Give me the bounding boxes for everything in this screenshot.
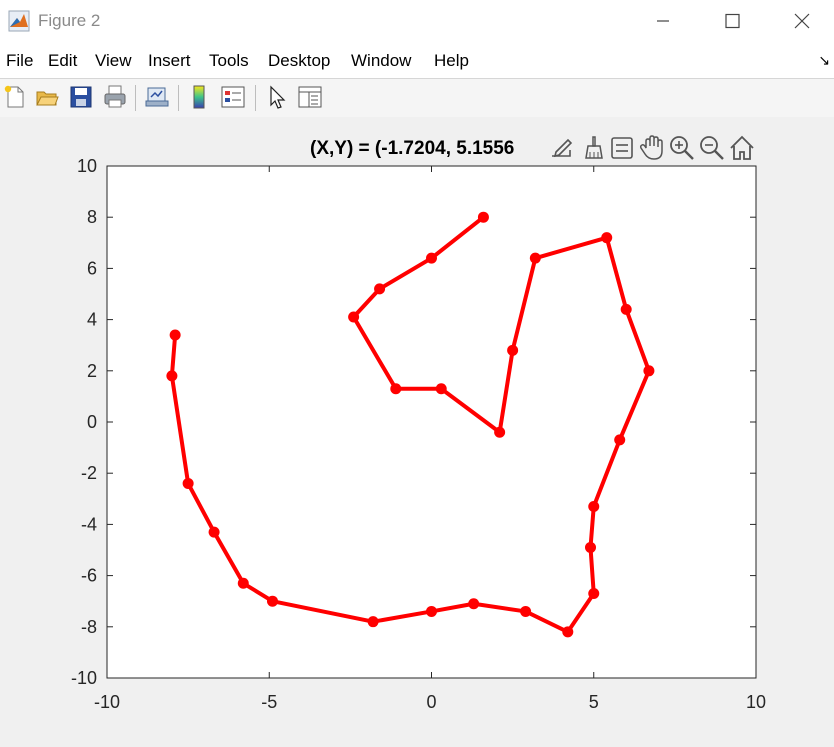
print-icon[interactable] <box>102 84 128 110</box>
insert-colorbar-icon[interactable] <box>186 84 212 110</box>
menu-tools[interactable]: Tools <box>209 51 249 70</box>
toolbar-separator <box>135 85 136 111</box>
open-file-icon[interactable] <box>34 84 60 110</box>
menu-window[interactable]: Window <box>351 51 412 70</box>
toolbar-separator <box>255 85 256 111</box>
menu-overflow-arrow[interactable]: ↘ <box>818 52 830 68</box>
menu-view[interactable]: View <box>95 51 132 70</box>
minimize-icon <box>657 20 669 22</box>
maximize-button[interactable] <box>709 6 755 36</box>
link-plot-icon[interactable] <box>144 84 170 110</box>
coordinate-readout: (X,Y) = (-1.7204, 5.1556 <box>310 138 515 159</box>
export-icon[interactable] <box>548 134 576 162</box>
figure-toolbar <box>0 78 834 118</box>
menu-edit[interactable]: Edit <box>48 51 78 70</box>
title-bar: Figure 2 <box>0 0 834 42</box>
home-restore-icon[interactable] <box>728 134 756 162</box>
zoom-in-icon[interactable] <box>668 134 696 162</box>
menu-insert[interactable]: Insert <box>148 51 191 70</box>
new-figure-icon[interactable] <box>2 84 28 110</box>
close-button[interactable] <box>779 6 825 36</box>
figure-canvas <box>0 117 834 747</box>
minimize-button[interactable] <box>640 6 686 36</box>
pan-hand-icon[interactable] <box>638 134 666 162</box>
window-title: Figure 2 <box>38 11 101 30</box>
zoom-out-icon[interactable] <box>698 134 726 162</box>
menu-file[interactable]: File <box>6 51 34 70</box>
menu-desktop[interactable]: Desktop <box>268 51 331 70</box>
brush-icon[interactable] <box>578 134 606 162</box>
menu-bar: File Edit View Insert Tools Desktop Wind… <box>0 42 834 78</box>
menu-help[interactable]: Help <box>434 51 469 70</box>
maximize-icon <box>725 13 740 29</box>
matlab-logo-icon <box>8 10 30 32</box>
property-inspector-icon[interactable] <box>297 84 323 110</box>
save-icon[interactable] <box>68 84 94 110</box>
data-tips-icon[interactable] <box>608 134 636 162</box>
insert-legend-icon[interactable] <box>220 84 246 110</box>
edit-plot-arrow-icon[interactable] <box>263 84 289 110</box>
close-icon <box>794 13 810 29</box>
toolbar-separator <box>178 85 179 111</box>
